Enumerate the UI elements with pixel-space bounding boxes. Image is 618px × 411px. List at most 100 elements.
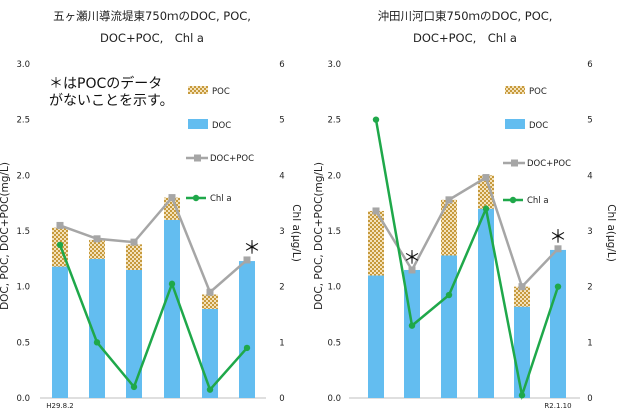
doc-poc-line xyxy=(374,175,559,290)
legend-marker-doc-poc xyxy=(511,159,518,167)
chart-panel-2: 沖田川河口東750ｍのDOC, POC, DOC+POC, Chl a 0.0 0.5… xyxy=(313,9,617,410)
doc-poc-point xyxy=(372,207,380,215)
poc-bar xyxy=(514,286,530,307)
legend-marker-chl-a xyxy=(509,196,517,204)
y-axis-label: DOC, POC, DOC+POC(mg/L) xyxy=(0,162,11,310)
missing-poc-marker: ＊ xyxy=(549,227,567,248)
chart-panel-1: 五ヶ瀬川導流堤東750ｍのDOC, POC, DOC+POC, Chl a 0.0 0… xyxy=(0,9,302,410)
legend-swatch-poc xyxy=(505,86,525,94)
doc-poc-point xyxy=(243,256,251,264)
y-tick-label: 1.5 xyxy=(16,227,30,237)
legend-label-poc: POC xyxy=(212,87,230,97)
legend-label-doc: DOC xyxy=(212,121,231,131)
y2-tick-label: 5 xyxy=(279,116,284,126)
y2-axis-label: Chl a(μg/L) xyxy=(290,204,302,262)
chl-a-point xyxy=(408,322,416,329)
poc-bar xyxy=(478,175,494,209)
y-tick-label: 0.0 xyxy=(327,394,341,404)
doc-bar xyxy=(52,266,68,398)
chl-a-point xyxy=(518,392,526,399)
y-tick-label: 2.5 xyxy=(327,116,341,126)
y-tick-label: 1.0 xyxy=(327,283,341,293)
y-tick-label: 0.5 xyxy=(16,338,30,348)
doc-poc-point xyxy=(206,288,214,296)
note-line: ＊はPOCのデータ xyxy=(49,75,162,92)
doc-poc-point xyxy=(168,194,176,202)
y2-tick-label: 5 xyxy=(587,116,592,126)
y2-tick-label: 0 xyxy=(279,394,284,404)
y-tick-label: 2.0 xyxy=(16,171,30,181)
legend-label-chl-a: Chl a xyxy=(210,194,232,204)
doc-poc-point xyxy=(482,174,490,182)
x-tick-label: H29.8.2 xyxy=(46,402,74,410)
chl-a-point xyxy=(206,386,214,393)
chl-a-point xyxy=(372,116,380,123)
doc-poc-line xyxy=(59,195,248,295)
chl-a-point xyxy=(93,339,101,346)
y2-tick-label: 2 xyxy=(279,283,284,293)
doc-poc-point xyxy=(445,196,453,204)
y2-tick-label: 6 xyxy=(279,60,284,70)
x-tick-label: R2.1.10 xyxy=(544,402,571,410)
doc-bar xyxy=(441,255,457,398)
doc-poc-point xyxy=(130,238,138,246)
chl-a-point xyxy=(554,283,562,290)
doc-bar xyxy=(126,269,142,398)
legend-swatch-doc xyxy=(505,119,525,129)
chl-a-point xyxy=(482,205,490,212)
doc-bar xyxy=(478,208,494,398)
chart-title-line: DOC+POC, Chl a xyxy=(100,31,204,45)
chl-a-point xyxy=(130,383,138,391)
doc-poc-point xyxy=(518,283,526,291)
missing-poc-marker: ＊ xyxy=(243,238,261,259)
doc-bar xyxy=(239,261,255,398)
legend-label-doc-poc: DOC+POC xyxy=(210,154,254,164)
legend-label-doc-poc: DOC+POC xyxy=(527,159,571,169)
poc-bar xyxy=(368,210,384,276)
doc-bar xyxy=(550,249,566,398)
missing-poc-marker: ＊ xyxy=(403,248,421,269)
chl-a-point xyxy=(243,344,251,352)
doc-bar xyxy=(368,275,384,398)
legend-swatch-doc xyxy=(188,119,208,129)
y-tick-label: 2.0 xyxy=(327,171,341,181)
y-tick-label: 1.5 xyxy=(327,227,341,237)
y2-tick-label: 3 xyxy=(587,227,592,237)
y-tick-label: 3.0 xyxy=(16,60,30,70)
y2-tick-label: 1 xyxy=(279,338,284,348)
doc-poc-point xyxy=(408,266,416,274)
y-axis-label: DOC, POC, DOC+POC(mg/L) xyxy=(313,162,325,310)
note-line: がないことを示す。 xyxy=(49,93,174,109)
poc-bar xyxy=(441,199,457,256)
chl-a-line xyxy=(374,119,560,401)
chart-title-line: 五ヶ瀬川導流堤東750ｍのDOC, POC, xyxy=(53,9,251,23)
doc-poc-point xyxy=(93,235,101,243)
chl-a-line xyxy=(58,244,248,393)
legend-label-chl-a: Chl a xyxy=(527,196,549,206)
y2-tick-label: 0 xyxy=(587,394,592,404)
legend-label-doc: DOC xyxy=(529,121,548,131)
legend-swatch-poc xyxy=(188,86,208,94)
chl-a-point xyxy=(168,280,176,288)
y2-tick-label: 3 xyxy=(279,227,284,237)
y-tick-label: 0.5 xyxy=(327,338,341,348)
chl-a-point xyxy=(445,291,453,299)
y2-tick-label: 4 xyxy=(279,171,284,181)
poc-bar xyxy=(202,294,218,309)
chart-title-line: DOC+POC, Chl a xyxy=(413,31,517,45)
chart-title-line: 沖田川河口東750ｍのDOC, POC, xyxy=(378,9,553,23)
y2-tick-label: 2 xyxy=(587,283,592,293)
y-tick-label: 0.0 xyxy=(16,394,30,404)
y2-axis-label: Chl a(μg/L) xyxy=(605,204,617,262)
y2-tick-label: 4 xyxy=(587,171,592,181)
y2-tick-label: 6 xyxy=(587,60,592,70)
chl-a-point xyxy=(56,241,64,249)
legend-marker-doc-poc xyxy=(194,154,201,162)
legend-marker-chl-a xyxy=(192,194,200,202)
doc-poc-point xyxy=(554,245,562,253)
y-tick-label: 2.5 xyxy=(16,116,30,126)
poc-bar xyxy=(89,239,105,259)
doc-bar xyxy=(164,219,180,398)
poc-bar xyxy=(126,244,142,270)
